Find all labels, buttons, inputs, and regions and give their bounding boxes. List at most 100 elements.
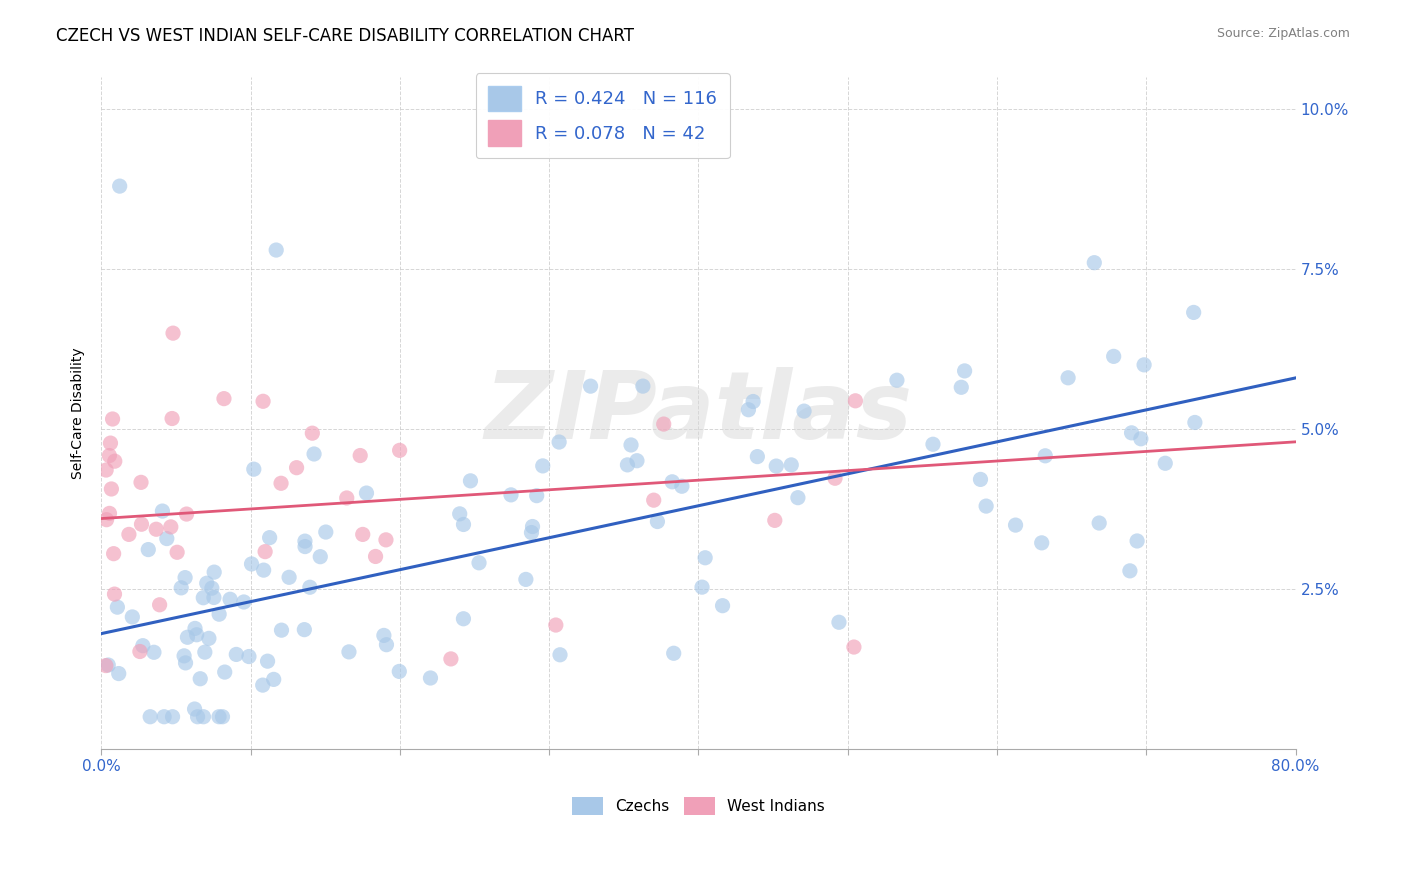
Point [520,525,543,540]
Point [844,393,866,408]
Point [1033,449,1056,463]
Point [128,644,150,658]
Point [142,645,165,659]
Point [661,475,683,489]
Point [1121,425,1143,440]
Point [156,532,179,546]
Point [1126,533,1149,548]
Point [337,645,360,659]
Point [793,404,815,418]
Point [153,710,176,724]
Point [631,379,654,393]
Point [786,491,808,505]
Point [375,533,398,547]
Point [950,380,973,394]
Y-axis label: Self-Care Disability: Self-Care Disability [72,347,86,479]
Point [626,453,648,467]
Point [101,412,124,426]
Point [176,507,198,521]
Point [652,417,675,431]
Point [149,598,172,612]
Point [468,556,491,570]
Point [388,443,411,458]
Point [208,607,231,622]
Point [100,482,122,496]
Point [375,638,398,652]
Point [118,527,141,541]
Text: Source: ZipAtlas.com: Source: ZipAtlas.com [1216,27,1350,40]
Point [212,392,235,406]
Point [315,524,337,539]
Point [352,527,374,541]
Point [263,673,285,687]
Point [252,394,274,409]
Point [264,243,287,257]
Point [160,411,183,425]
Point [252,678,274,692]
Point [131,517,153,532]
Point [737,402,759,417]
Point [96,513,118,527]
Point [620,438,643,452]
Point [193,591,215,605]
Point [373,628,395,642]
Point [1004,518,1026,533]
Point [107,666,129,681]
Point [292,623,315,637]
Legend: Czechs, West Indians: Czechs, West Indians [565,790,831,822]
Point [544,618,567,632]
Point [202,591,225,605]
Point [301,426,323,441]
Point [1031,536,1053,550]
Point [238,649,260,664]
Point [219,592,242,607]
Point [162,326,184,340]
Point [499,488,522,502]
Point [969,472,991,486]
Point [440,652,463,666]
Point [254,544,277,558]
Point [98,507,121,521]
Point [419,671,441,685]
Point [922,437,945,451]
Point [526,489,548,503]
Point [188,672,211,686]
Point [1083,255,1105,269]
Point [139,710,162,724]
Point [1057,371,1080,385]
Point [1088,516,1111,530]
Point [97,658,120,673]
Point [711,599,734,613]
Point [187,710,209,724]
Point [108,179,131,194]
Point [94,463,117,477]
Point [243,462,266,476]
Point [548,648,571,662]
Point [548,435,571,450]
Point [1184,416,1206,430]
Point [174,571,197,585]
Point [202,565,225,579]
Point [695,550,717,565]
Point [278,570,301,584]
Point [100,436,122,450]
Point [953,364,976,378]
Point [828,615,851,630]
Point [974,499,997,513]
Point [449,507,471,521]
Point [294,534,316,549]
Point [460,474,482,488]
Point [349,449,371,463]
Point [240,557,263,571]
Point [184,622,207,636]
Point [285,460,308,475]
Point [103,587,125,601]
Point [453,612,475,626]
Point [166,545,188,559]
Text: ZIPatlas: ZIPatlas [484,368,912,459]
Point [690,580,713,594]
Point [356,486,378,500]
Point [98,449,121,463]
Point [201,581,224,595]
Point [747,450,769,464]
